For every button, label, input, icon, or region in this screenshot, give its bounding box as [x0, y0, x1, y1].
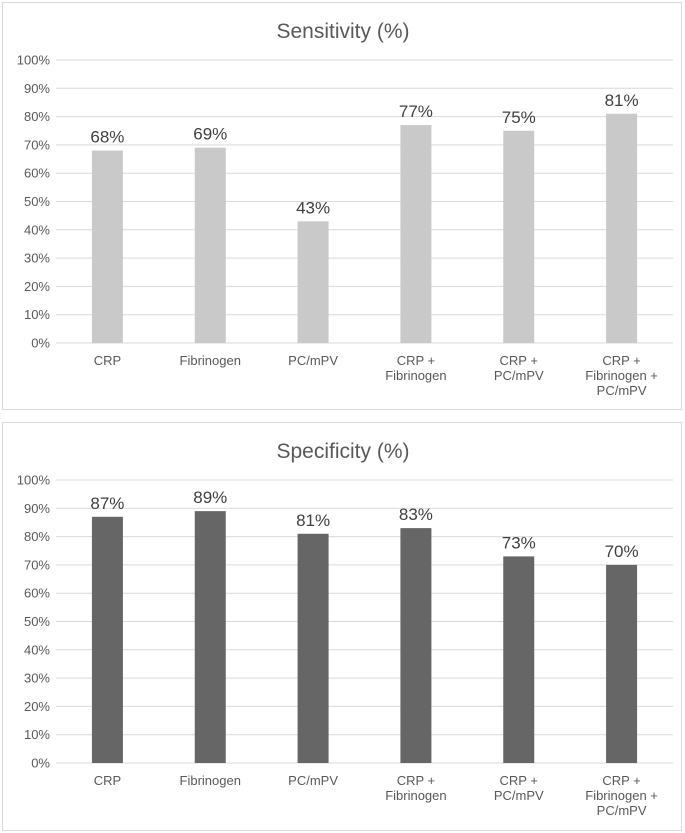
x-category-label: Fibrinogen [385, 788, 446, 803]
data-label: 81% [296, 511, 330, 530]
y-tick-label: 10% [24, 727, 50, 742]
data-label: 89% [193, 488, 227, 507]
bar [297, 221, 329, 343]
y-tick-label: 40% [24, 222, 50, 237]
data-label: 70% [605, 542, 639, 561]
bar [503, 556, 535, 763]
y-tick-label: 20% [24, 279, 50, 294]
specificity-chart-panel: Specificity (%) 0% 10% 20% 30% 40% 50% 60% 70% 8… [2, 422, 682, 831]
x-category-label: PC/mPV [288, 353, 338, 368]
x-category-label: PC/mPV [597, 803, 647, 818]
y-tick-label: 20% [24, 699, 50, 714]
x-category-label: CRP + [500, 773, 538, 788]
chart-title: Specificity (%) [276, 440, 409, 463]
data-label: 73% [502, 533, 536, 552]
data-label: 77% [399, 102, 433, 121]
y-tick-label: 70% [24, 137, 50, 152]
y-tick-label: 40% [24, 642, 50, 657]
x-category-label: CRP + [397, 773, 435, 788]
y-tick-label: 60% [24, 166, 50, 181]
y-tick-label: 50% [24, 194, 50, 209]
bar [606, 564, 638, 763]
x-category-label: CRP [94, 353, 121, 368]
x-category-label: Fibrinogen + [585, 368, 658, 383]
data-label: 87% [90, 494, 124, 513]
x-category-label: Fibrinogen [180, 353, 241, 368]
y-tick-label: 70% [24, 557, 50, 572]
y-tick-label: 50% [24, 614, 50, 629]
bar [297, 533, 329, 763]
x-category-label: Fibrinogen [385, 368, 446, 383]
x-category-label: Fibrinogen [180, 773, 241, 788]
y-tick-label: 90% [24, 501, 50, 516]
bar [91, 516, 123, 763]
x-category-label: CRP + [397, 353, 435, 368]
data-label: 68% [90, 128, 124, 147]
y-tick-label: 80% [24, 109, 50, 124]
y-tick-label: 60% [24, 586, 50, 601]
data-label: 43% [296, 198, 330, 217]
x-category-label: CRP + [500, 353, 538, 368]
bar [400, 528, 432, 763]
x-category-label: PC/mPV [288, 773, 338, 788]
bar [194, 147, 226, 343]
x-category-label: CRP [94, 773, 121, 788]
bar [606, 113, 638, 344]
chart-title: Sensitivity (%) [276, 20, 409, 43]
bar [194, 511, 226, 763]
y-tick-label: 0% [31, 336, 50, 351]
y-tick-label: 90% [24, 81, 50, 96]
sensitivity-chart-panel: Sensitivity (%) 0% 10% 20% 30% 40% 50% 60% 70% 8… [2, 2, 682, 410]
data-label: 75% [502, 108, 536, 127]
sensitivity-chart: Sensitivity (%) 0% 10% 20% 30% 40% 50% 60% 70% 8… [17, 20, 673, 398]
specificity-chart: Specificity (%) 0% 10% 20% 30% 40% 50% 60% 70% 8… [17, 440, 673, 818]
x-category-label: CRP + [602, 353, 640, 368]
bar [91, 150, 123, 343]
x-category-label: Fibrinogen + [585, 788, 658, 803]
bar [503, 130, 535, 343]
data-label: 69% [193, 125, 227, 144]
y-tick-label: 30% [24, 251, 50, 266]
y-tick-label: 80% [24, 529, 50, 544]
y-tick-label: 100% [17, 473, 51, 488]
y-tick-label: 0% [31, 756, 50, 771]
bar [400, 125, 432, 343]
y-tick-label: 10% [24, 307, 50, 322]
data-label: 81% [605, 91, 639, 110]
y-tick-label: 30% [24, 671, 50, 686]
x-category-label: PC/mPV [494, 788, 544, 803]
x-category-label: PC/mPV [597, 383, 647, 398]
x-category-label: CRP + [602, 773, 640, 788]
x-category-label: PC/mPV [494, 368, 544, 383]
data-label: 83% [399, 505, 433, 524]
y-tick-label: 100% [17, 53, 51, 68]
